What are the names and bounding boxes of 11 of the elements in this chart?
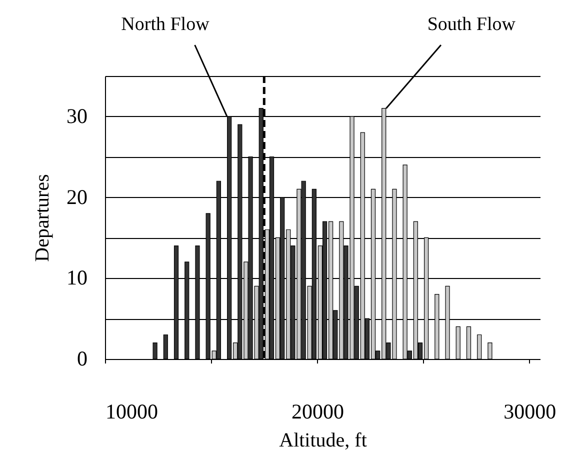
y-axis-title: Departures	[32, 174, 54, 262]
x-tick-label: 10000	[106, 400, 158, 424]
y-tick-label: 10	[66, 266, 88, 290]
annotation: South Flow	[427, 14, 516, 35]
x-tick-label: 30000	[504, 400, 556, 424]
y-tick-label: 20	[66, 184, 88, 209]
y-tick-label: 30	[66, 104, 88, 128]
x-tick-label: 20000	[291, 400, 344, 424]
annotation: North Flow	[121, 14, 210, 35]
y-tick-label: 0	[77, 346, 88, 370]
x-axis-title: Altitude, ft	[279, 430, 368, 452]
